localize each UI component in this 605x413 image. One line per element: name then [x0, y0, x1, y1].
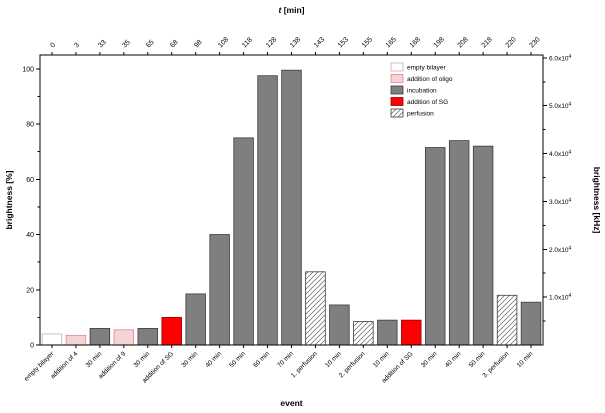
top-tick-label: 3	[73, 42, 81, 50]
top-tick-label: 218	[481, 36, 494, 49]
top-tick-label: 35	[121, 39, 132, 50]
top-tick-label: 118	[241, 36, 254, 49]
right-tick-label: 4.0x104	[549, 150, 572, 159]
bar-oligo	[113, 329, 135, 346]
bar-incubation	[329, 304, 350, 346]
top-tick-label: 208	[457, 36, 470, 49]
bar-incubation	[520, 301, 542, 346]
event-tick-label: 1. perfusion	[290, 350, 319, 379]
legend-swatch-perfusion	[390, 108, 404, 118]
event-tick-label: 30 min	[420, 350, 439, 369]
right-tick-label: 1.0x104	[549, 293, 572, 302]
bar-incubation	[448, 140, 470, 346]
bar-perfusion	[353, 321, 374, 346]
event-tick-label: 10 min	[324, 350, 343, 369]
bar-incubation	[89, 328, 111, 346]
event-tick-label: 10 min	[516, 350, 535, 369]
left-tick-label: 100	[22, 66, 34, 73]
legend-label: addition of SG	[407, 99, 448, 106]
top-tick-label: 198	[433, 36, 446, 49]
bar-incubation	[377, 319, 398, 346]
legend-label: incubation	[407, 88, 437, 95]
top-tick-label: 155	[361, 36, 374, 49]
top-tick-label: 0	[49, 42, 57, 50]
right-axis-title: brightness [kHz]	[592, 167, 602, 234]
bar-incubation	[137, 328, 159, 346]
top-tick-label: 128	[265, 36, 278, 49]
legend-swatch-empty	[390, 62, 404, 72]
bar-sg	[161, 316, 182, 346]
event-tick-label: 50 min	[228, 350, 247, 369]
legend-swatch-incubation	[390, 85, 404, 95]
bar-perfusion	[496, 294, 518, 346]
top-tick-label: 138	[289, 36, 302, 49]
right-tick-label: 6.0x104	[549, 54, 572, 63]
bar-incubation	[185, 293, 206, 346]
bar-incubation	[424, 147, 446, 346]
left-axis-title: brightness [%]	[4, 170, 14, 229]
bar-oligo	[65, 334, 87, 346]
left-tick-label: 80	[26, 122, 34, 129]
top-tick-label: 230	[528, 36, 541, 49]
event-tick-label: 3. perfusion	[482, 350, 511, 379]
right-tick-label: 3.0x104	[549, 197, 572, 206]
bar-incubation	[281, 69, 302, 346]
bar-perfusion	[305, 271, 326, 346]
bar-incubation	[472, 145, 494, 346]
top-tick-label: 108	[217, 36, 230, 49]
bars-group	[41, 69, 542, 346]
event-tick-label: 30 min	[85, 350, 104, 369]
bar-sg	[401, 319, 422, 346]
event-tick-label: 2. perfusion	[338, 350, 367, 379]
legend: empty bilayer addition of oligo incubation…	[390, 62, 453, 118]
event-tick-label: 10 min	[372, 350, 391, 369]
right-tick-label: 2.0x104	[549, 245, 572, 254]
top-tick-label: 220	[505, 36, 518, 49]
event-tick-label: 70 min	[276, 350, 295, 369]
top-tick-label: 153	[337, 36, 350, 49]
top-tick-label: 33	[97, 39, 108, 50]
bar-incubation	[209, 234, 230, 346]
top-tick-label: 165	[385, 36, 398, 49]
right-tick-label: 5.0x104	[549, 102, 572, 111]
left-tick-label: 20	[26, 287, 34, 294]
left-tick-label: 0	[30, 343, 34, 350]
top-tick-label: 168	[409, 36, 422, 49]
event-tick-label: 50 min	[468, 350, 487, 369]
top-tick-label: 65	[145, 39, 156, 50]
event-tick-label: 30 min	[132, 350, 151, 369]
top-axis-title: t [min]	[279, 5, 305, 15]
x-axis-title: event	[280, 398, 302, 408]
event-tick-label: 40 min	[444, 350, 463, 369]
legend-label: perfusion	[407, 111, 434, 118]
legend-swatch-oligo	[390, 74, 404, 83]
legend-swatch-sg	[390, 97, 404, 106]
bar-incubation	[233, 137, 254, 346]
event-tick-label: 30 min	[180, 350, 199, 369]
left-tick-label: 40	[26, 232, 34, 239]
top-tick-label: 98	[193, 39, 204, 50]
left-tick-label: 60	[26, 177, 34, 184]
event-tick-label: 40 min	[204, 350, 223, 369]
top-tick-label: 143	[313, 36, 326, 49]
bar-incubation	[257, 75, 278, 346]
event-tick-label: 60 min	[252, 350, 271, 369]
legend-label: empty bilayer	[407, 65, 446, 72]
bar-empty	[41, 333, 63, 346]
legend-label: addition of oligo	[407, 76, 453, 83]
top-tick-label: 68	[169, 39, 180, 50]
